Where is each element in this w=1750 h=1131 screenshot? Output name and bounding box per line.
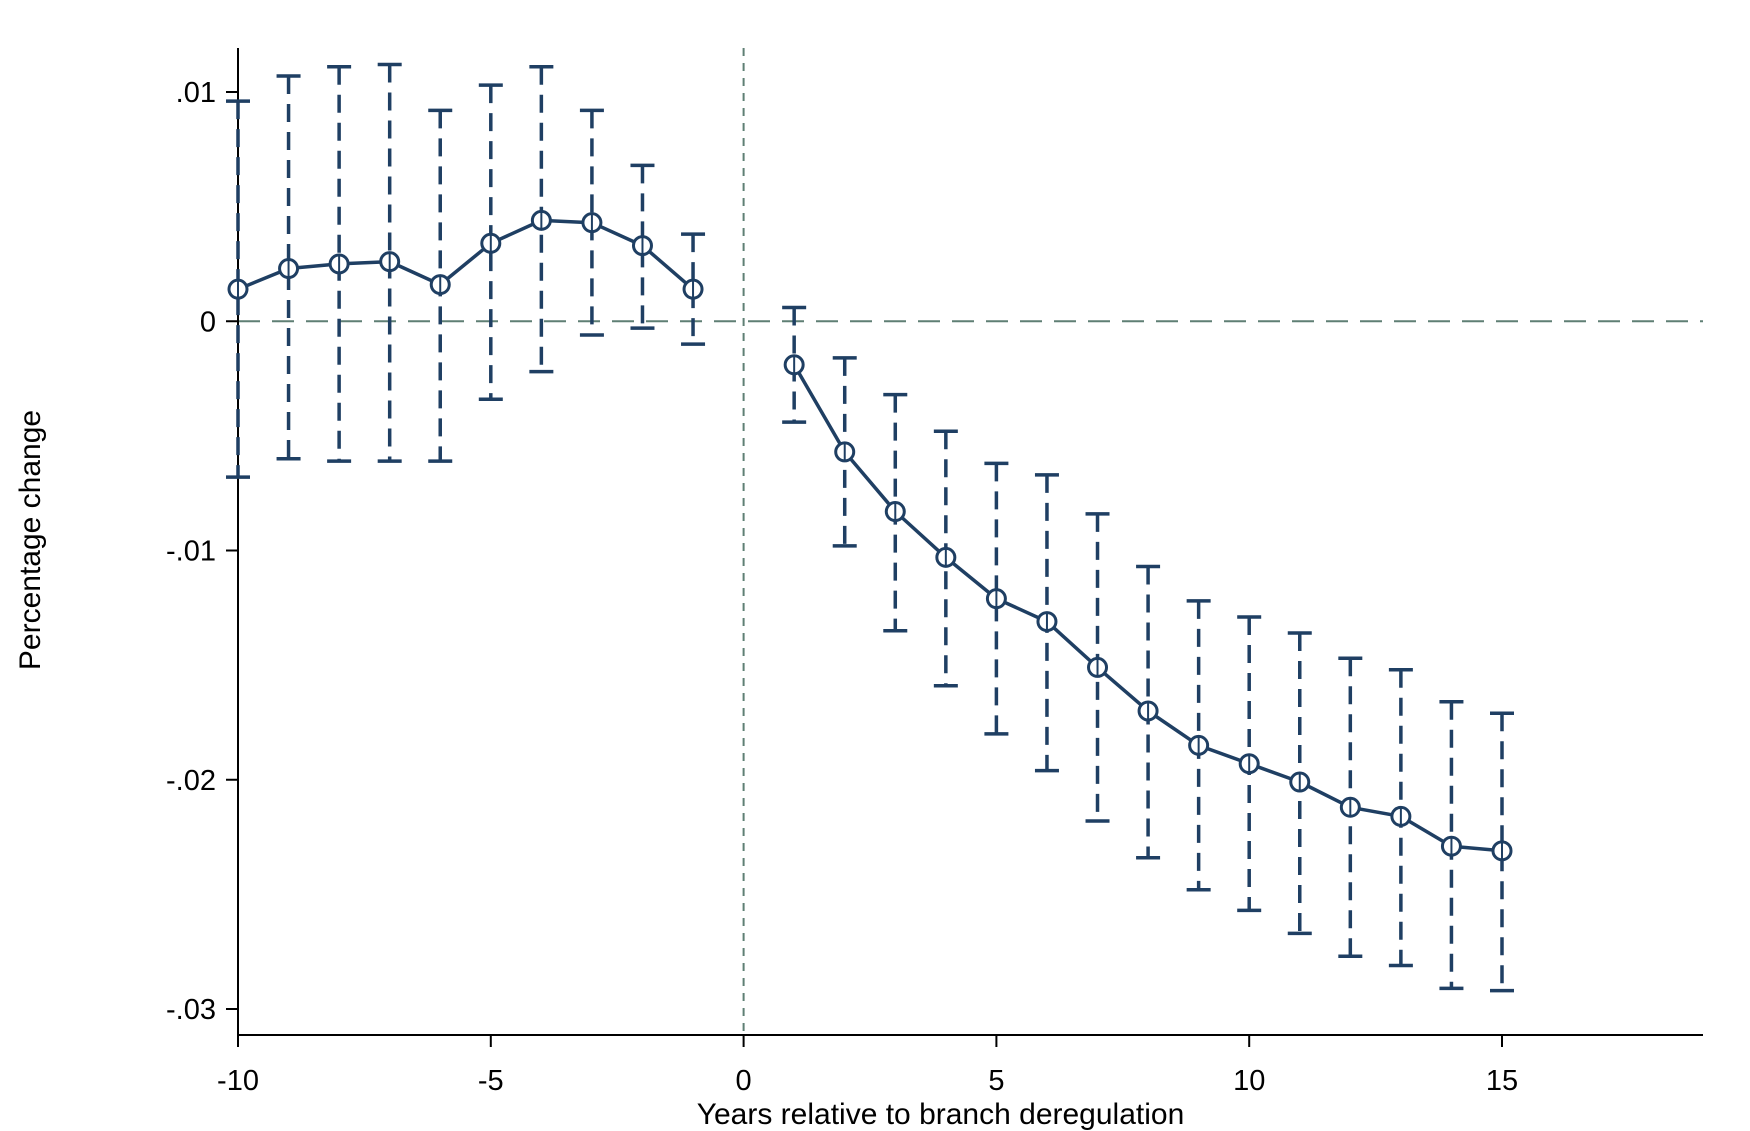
x-axis-title: Years relative to branch deregulation <box>697 1098 1185 1131</box>
x-tick-label: 0 <box>736 1065 752 1097</box>
x-tick-label: 15 <box>1486 1065 1518 1097</box>
point-markers <box>227 209 1513 862</box>
x-tick-label: 10 <box>1233 1065 1265 1097</box>
y-tick-label: 0 <box>200 306 216 338</box>
y-tick-label: -.03 <box>166 994 216 1026</box>
axes <box>226 48 1703 1047</box>
y-tick-label: .01 <box>176 77 216 109</box>
tick-labels: -10 -5 0 5 10 15 .01 0 -.01 -.02 -.03 <box>166 77 1518 1097</box>
y-tick-label: -.02 <box>166 765 216 797</box>
y-tick-label: -.01 <box>166 536 216 568</box>
y-axis-title: Percentage change <box>14 410 47 670</box>
reference-lines <box>238 48 1703 1035</box>
x-tick-label: 5 <box>988 1065 1004 1097</box>
series-line-pre <box>237 218 695 291</box>
x-tick-label: -10 <box>217 1065 259 1097</box>
x-tick-label: -5 <box>478 1065 504 1097</box>
